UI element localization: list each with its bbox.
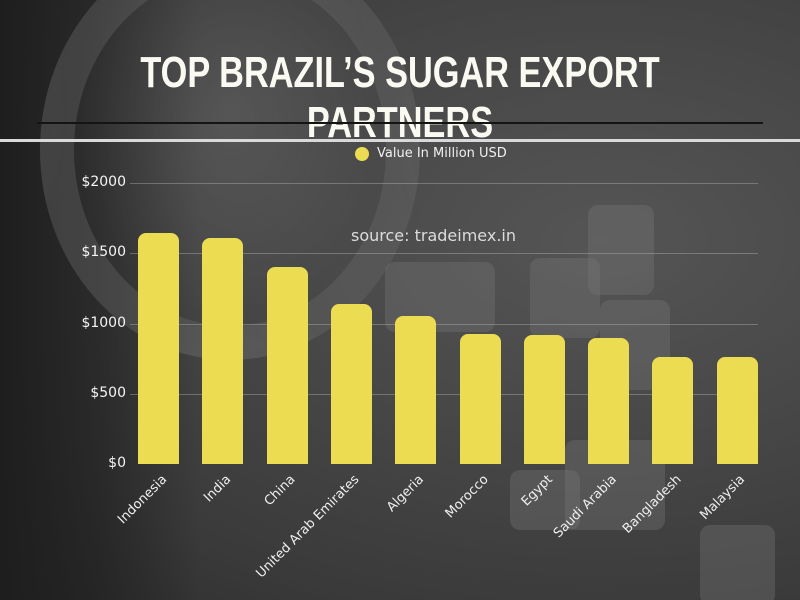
source-annotation: source: tradeimex.in — [351, 226, 516, 245]
y-tick-label: $2000 — [81, 174, 126, 190]
chart-legend: Value In Million USD — [355, 146, 507, 161]
gridline — [130, 324, 758, 325]
legend-dot-icon — [355, 146, 369, 161]
y-tick-label: $1000 — [81, 315, 126, 331]
legend-label: Value In Million USD — [377, 146, 507, 161]
bar-china — [267, 267, 308, 464]
y-tick-label: $1500 — [81, 244, 126, 260]
bar-india — [202, 238, 243, 464]
y-tick-label: $500 — [90, 385, 126, 401]
bar-malaysia — [717, 357, 758, 464]
background-cube — [510, 470, 580, 530]
gridline — [130, 394, 758, 395]
gridline — [130, 183, 758, 184]
y-tick-label: $0 — [108, 455, 126, 471]
bar-indonesia — [138, 233, 179, 464]
background-cube — [588, 205, 654, 295]
bar-algeria — [395, 316, 436, 464]
gridline — [130, 253, 758, 254]
header-divider — [0, 139, 800, 142]
bar-bangladesh — [652, 357, 693, 464]
title-divider — [37, 122, 763, 124]
bar-united-arab-emirates — [331, 304, 372, 464]
bar-morocco — [460, 334, 501, 464]
chart-title: TOP BRAZIL’S SUGAR EXPORT PARTNERS — [140, 48, 660, 147]
background-cube — [700, 525, 775, 600]
bar-saudi-arabia — [588, 338, 629, 464]
background-cube — [530, 258, 600, 338]
bar-egypt — [524, 335, 565, 464]
